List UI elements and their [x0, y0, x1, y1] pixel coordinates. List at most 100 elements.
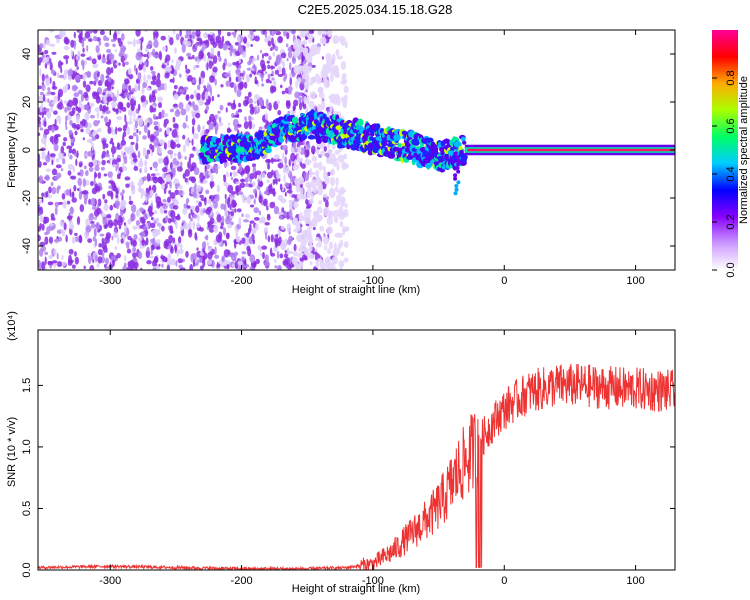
noise-cell [319, 225, 325, 232]
noise-cell [83, 36, 87, 42]
noise-cell [64, 107, 68, 113]
noise-cell [137, 187, 143, 192]
y-tick-label: -20 [21, 190, 33, 206]
noise-cell [78, 235, 83, 244]
noise-cell [216, 261, 219, 269]
noise-cell [133, 100, 137, 106]
noise-cell [224, 193, 227, 200]
noise-cell [176, 242, 181, 248]
noise-cell [190, 209, 193, 216]
noise-cell [135, 30, 141, 37]
noise-cell [117, 101, 123, 110]
noise-cell [196, 247, 199, 251]
noise-cell [272, 179, 275, 186]
noise-cell [161, 167, 168, 173]
signal-cell [456, 162, 461, 167]
noise-cell [172, 123, 179, 129]
noise-cell [264, 30, 268, 39]
noise-cell [280, 52, 287, 59]
noise-cell [167, 253, 172, 261]
noise-cell [135, 39, 141, 45]
noise-cell [283, 75, 286, 82]
noise-cell [244, 116, 247, 122]
noise-cell [53, 238, 60, 243]
noise-cell [169, 192, 176, 199]
noise-cell [41, 261, 46, 270]
noise-cell [146, 173, 151, 182]
colorbar-tick-label: 0.6 [725, 118, 737, 133]
noise-cell [199, 39, 203, 45]
noise-cell [296, 193, 303, 200]
noise-cell [299, 157, 304, 163]
spectrogram-y-label: Frequency (Hz) [6, 112, 18, 188]
noise-cell [150, 173, 156, 177]
signal-cell [219, 158, 227, 163]
figure-title: C2E5.2025.034.15.18.G28 [298, 2, 453, 17]
noise-cell [306, 143, 311, 151]
noise-cell [49, 30, 55, 33]
noise-cell [193, 167, 200, 176]
noise-cell [267, 164, 271, 170]
noise-cell [264, 261, 270, 267]
noise-cell [292, 106, 296, 112]
noise-cell [343, 257, 349, 263]
noise-cell [184, 177, 188, 183]
noise-cell [277, 65, 282, 73]
noise-cell [275, 177, 278, 185]
noise-cell [173, 152, 177, 157]
noise-cell [172, 76, 175, 84]
noise-cell [108, 119, 112, 125]
noise-cell [249, 204, 255, 208]
noise-cell [336, 55, 343, 60]
noise-cell [78, 162, 83, 168]
noise-cell [161, 256, 168, 263]
noise-cell [185, 64, 188, 70]
noise-cell [61, 193, 66, 200]
noise-cell [48, 236, 54, 244]
noise-cell [212, 41, 217, 48]
noise-cell [89, 264, 95, 270]
noise-cell [104, 116, 108, 123]
noise-cell [270, 47, 273, 52]
noise-cell [176, 166, 183, 172]
noise-cell [296, 234, 303, 243]
noise-cell [253, 106, 257, 115]
noise-cell [166, 66, 172, 72]
noise-cell [87, 255, 92, 265]
noise-cell [254, 171, 258, 180]
noise-cell [81, 39, 85, 48]
noise-cell [180, 225, 184, 231]
noise-cell [115, 187, 119, 195]
noise-cell [52, 80, 56, 89]
noise-cell [241, 170, 245, 175]
noise-cell [65, 234, 68, 243]
noise-cell [309, 243, 313, 252]
noise-cell [269, 188, 276, 195]
noise-cell [258, 126, 263, 130]
noise-cell [232, 201, 237, 208]
noise-cell [155, 78, 161, 88]
noise-cell [92, 35, 98, 42]
noise-cell [264, 254, 269, 263]
noise-cell [183, 203, 187, 209]
noise-cell [340, 251, 345, 257]
noise-cell [116, 116, 123, 121]
noise-cell [106, 67, 112, 76]
noise-cell [182, 134, 186, 140]
noise-cell [152, 267, 157, 270]
noise-cell [82, 137, 85, 141]
noise-cell [252, 239, 256, 245]
noise-cell [104, 257, 109, 266]
noise-cell [163, 122, 167, 128]
noise-cell [338, 232, 343, 239]
noise-cell [71, 122, 77, 129]
noise-cell [101, 241, 107, 250]
noise-cell [62, 141, 66, 147]
noise-cell [138, 83, 141, 92]
noise-cell [297, 77, 302, 84]
noise-cell [335, 48, 340, 57]
noise-cell [323, 145, 327, 152]
noise-cell [42, 58, 48, 64]
noise-cell [254, 223, 259, 231]
noise-cell [206, 52, 211, 57]
